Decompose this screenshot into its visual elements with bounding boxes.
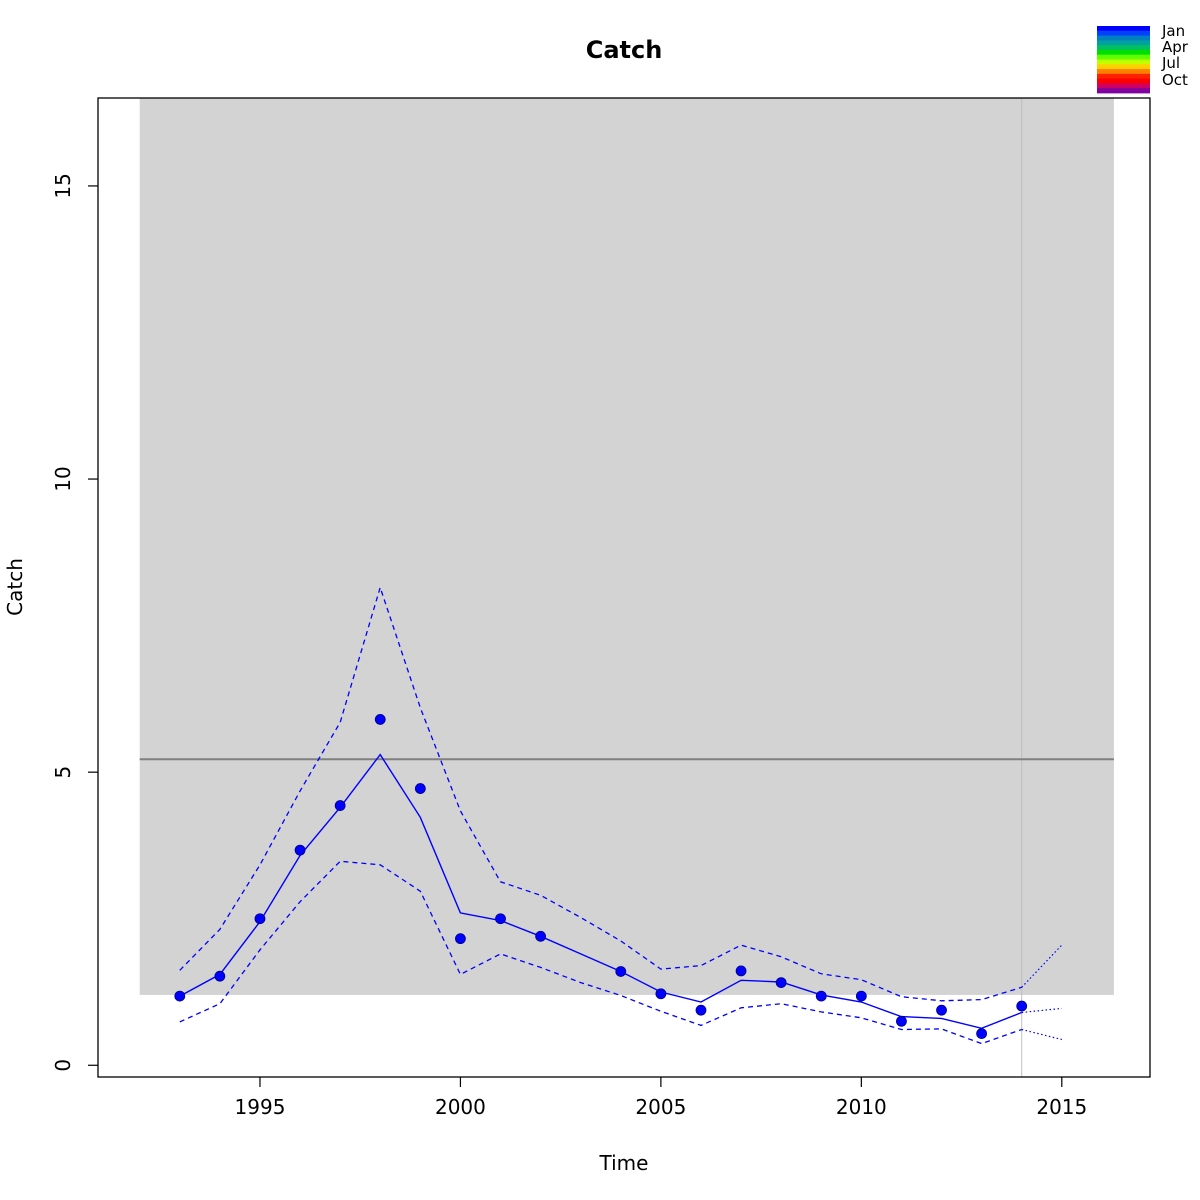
y-tick-label: 5 — [51, 766, 75, 779]
y-tick-label: 0 — [51, 1059, 75, 1072]
observed-point — [455, 933, 466, 945]
legend-color-swatch — [1097, 78, 1150, 84]
observed-point — [615, 966, 627, 977]
legend-label: Jul — [1161, 54, 1180, 72]
upper-bound-line — [179, 585, 1022, 1002]
x-tick-label: 2015 — [1036, 1095, 1087, 1119]
legend-color-swatch — [1097, 30, 1150, 36]
x-axis: 1995 2000 2005 2010 2015 — [235, 1077, 1087, 1119]
observed-point — [374, 714, 386, 725]
y-tick-label: 10 — [51, 466, 75, 491]
legend-color-swatch — [1097, 59, 1150, 65]
x-axis-label: Time — [599, 1151, 649, 1175]
observed-point — [535, 930, 547, 942]
legend-color-swatch — [1097, 88, 1150, 94]
legend-color-swatch — [1097, 49, 1150, 56]
legend-color-swatch — [1097, 83, 1150, 89]
fitted-line — [179, 753, 1022, 1030]
observed-point — [294, 844, 306, 856]
legend-color-swatch — [1097, 26, 1150, 32]
observed-point — [775, 977, 787, 989]
legend-label: Apr — [1162, 38, 1189, 56]
forecast-lower-line — [1021, 1028, 1062, 1041]
legend-color-swatch — [1097, 45, 1150, 51]
legend-label: Oct — [1162, 71, 1188, 89]
observed-point — [976, 1028, 988, 1040]
y-tick-label: 15 — [51, 173, 75, 198]
plot-layer — [139, 98, 1114, 1077]
observed-point — [815, 990, 827, 1002]
observed-point — [254, 913, 266, 925]
plot-frame — [97, 97, 1151, 1078]
forecast-upper-line — [1021, 944, 1063, 988]
shaded-band — [139, 98, 1114, 995]
y-axis: 0 5 10 15 — [51, 173, 98, 1072]
observed-point — [695, 1004, 707, 1016]
legend-color-swatch — [1097, 35, 1150, 41]
observed-point — [174, 990, 186, 1002]
x-tick-label: 2000 — [435, 1095, 486, 1119]
y-axis-label: Catch — [3, 558, 27, 616]
x-tick-label: 2010 — [836, 1095, 887, 1119]
lower-bound-line — [179, 860, 1022, 1045]
observed-point — [214, 970, 226, 982]
observed-point — [1016, 1000, 1028, 1012]
legend-color-swatch — [1097, 54, 1150, 60]
forecast-mean-line — [1021, 1007, 1062, 1014]
legend-color-swatch — [1097, 73, 1150, 80]
observed-point — [735, 965, 747, 977]
legend-label: Jan — [1161, 22, 1185, 40]
observed-point — [495, 913, 506, 925]
observed-point — [334, 800, 346, 811]
observed-point — [855, 990, 867, 1002]
observed-point — [414, 783, 426, 794]
legend-color-swatch — [1097, 40, 1150, 46]
legend-color-swatch — [1097, 64, 1150, 70]
x-tick-label: 2005 — [635, 1095, 686, 1119]
observed-point — [896, 1015, 907, 1027]
x-tick-label: 1995 — [235, 1095, 286, 1119]
legend-color-swatch — [1097, 69, 1150, 75]
observed-point — [655, 988, 667, 1000]
observed-point — [936, 1004, 947, 1016]
chart-title: Catch — [586, 36, 663, 64]
